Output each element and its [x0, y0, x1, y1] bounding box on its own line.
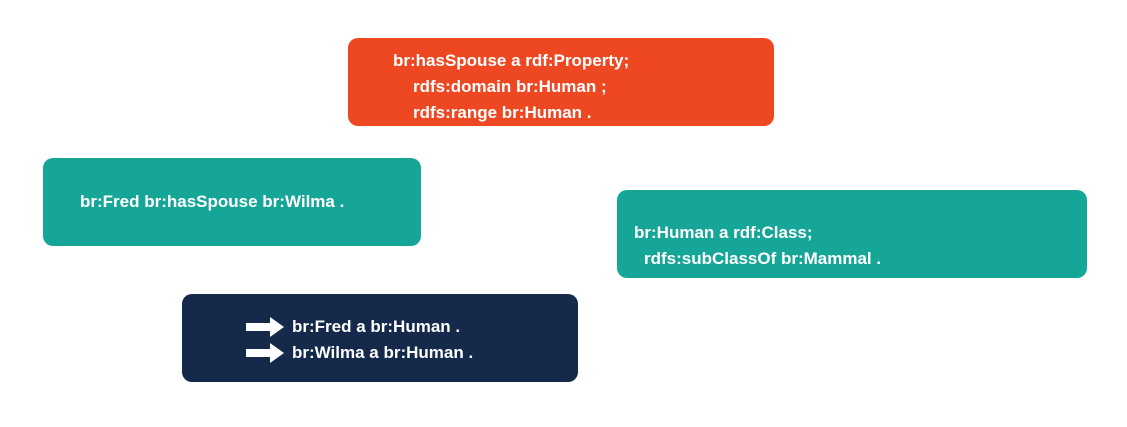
inferred-wilma-text: br:Wilma a br:Human .: [292, 343, 474, 362]
class-line: br:Human a rdf:Class;: [634, 223, 813, 242]
inferred-fred-text: br:Fred a br:Human .: [292, 317, 461, 336]
inferred-triples-box: br:Fred a br:Human . br:Wilma a br:Human…: [182, 294, 578, 382]
property-line: br:hasSpouse a rdf:Property;: [393, 51, 630, 70]
inferred-line: br:Fred a br:Human .: [246, 314, 578, 340]
subclass-line: rdfs:subClassOf br:Mammal .: [644, 249, 882, 268]
property-domain-line: rdfs:domain br:Human ;: [413, 77, 607, 96]
asserted-triple-box: br:Fred br:hasSpouse br:Wilma .: [43, 158, 421, 246]
property-range-line: rdfs:range br:Human .: [413, 103, 592, 122]
class-definition-box: br:Human a rdf:Class; rdfs:subClassOf br…: [617, 190, 1087, 278]
right-arrow-icon: [246, 317, 284, 337]
inferred-line: br:Wilma a br:Human .: [246, 340, 578, 366]
right-arrow-icon: [246, 343, 284, 363]
triple-line: br:Fred br:hasSpouse br:Wilma .: [80, 192, 345, 211]
property-definition-box: br:hasSpouse a rdf:Property; rdfs:domain…: [348, 38, 774, 126]
